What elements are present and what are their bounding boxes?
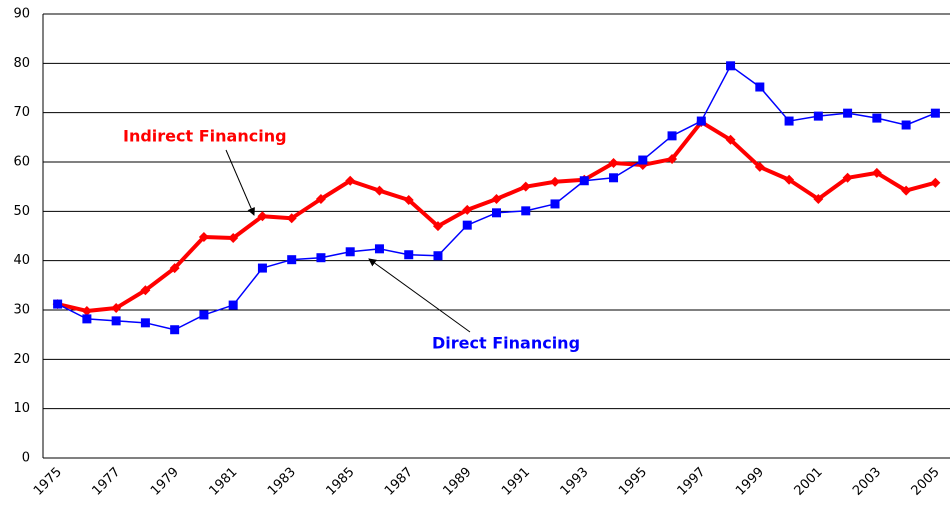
y-tick-label: 0: [22, 451, 30, 466]
y-tick-label: 70: [13, 105, 30, 120]
marker: [111, 303, 122, 314]
marker: [579, 176, 589, 186]
y-tick-label: 40: [13, 253, 30, 268]
x-tick-label: 1997: [675, 465, 709, 499]
grid: [42, 13, 950, 459]
marker: [550, 199, 560, 209]
x-tick-label: 1999: [733, 465, 767, 499]
marker: [521, 206, 531, 216]
marker: [81, 305, 92, 316]
annotation: Direct Financing: [432, 334, 580, 353]
marker: [872, 113, 882, 123]
y-tick-label: 10: [13, 401, 30, 416]
x-tick-label: 1989: [441, 465, 475, 499]
annotation-arrow: [225, 149, 255, 216]
marker: [609, 173, 619, 183]
marker: [228, 300, 238, 310]
marker: [726, 61, 736, 71]
marker: [842, 172, 853, 183]
marker: [667, 131, 677, 141]
marker: [82, 314, 92, 324]
marker: [843, 108, 853, 118]
x-tick-label: 1991: [499, 465, 533, 499]
x-tick-label: 1987: [382, 465, 416, 499]
y-tick-label: 90: [13, 7, 30, 22]
y-tick-label: 60: [13, 155, 30, 170]
marker: [696, 116, 706, 126]
x-tick-label: 1977: [89, 465, 123, 499]
marker: [345, 175, 356, 186]
marker: [901, 120, 911, 130]
x-tick-label: 2001: [792, 465, 826, 499]
x-tick-label: 1975: [31, 465, 65, 499]
marker: [257, 263, 267, 273]
marker: [520, 181, 531, 192]
marker: [404, 250, 414, 260]
marker: [784, 116, 794, 126]
marker: [462, 204, 473, 215]
marker: [638, 155, 648, 165]
marker: [813, 194, 824, 204]
marker: [608, 157, 619, 168]
marker: [199, 310, 209, 320]
marker: [813, 111, 823, 121]
marker: [315, 194, 326, 204]
marker: [286, 213, 297, 224]
marker: [198, 231, 209, 242]
marker: [169, 263, 180, 274]
marker: [755, 82, 765, 92]
marker: [287, 255, 297, 265]
y-tick-label: 30: [13, 303, 30, 318]
marker: [140, 318, 150, 328]
x-tick-label: 1993: [558, 465, 592, 499]
x-tick-label: 1981: [206, 465, 240, 499]
marker: [462, 220, 472, 230]
marker: [491, 194, 502, 204]
x-tick-label: 1983: [265, 465, 299, 499]
marker: [550, 176, 561, 187]
marker: [403, 194, 414, 205]
marker: [345, 247, 355, 257]
marker: [316, 253, 326, 263]
marker: [53, 299, 63, 309]
marker: [754, 161, 765, 172]
marker: [930, 108, 940, 118]
marker: [492, 208, 501, 218]
marker: [725, 134, 736, 145]
y-tick-label: 50: [13, 204, 30, 219]
marker: [432, 221, 443, 232]
x-tick-label: 1995: [616, 465, 650, 499]
marker: [140, 285, 151, 296]
annotation: Indirect Financing: [123, 127, 287, 146]
marker: [784, 174, 795, 185]
x-tick-label: 1979: [148, 465, 182, 499]
marker: [374, 244, 384, 254]
y-tick-label: 80: [13, 56, 30, 71]
marker: [667, 154, 678, 165]
marker: [228, 232, 239, 243]
marker: [257, 211, 268, 222]
annotation-arrow: [368, 258, 471, 333]
marker: [901, 185, 912, 196]
x-tick-label: 2005: [909, 465, 943, 499]
marker: [930, 177, 941, 188]
marker: [871, 167, 882, 178]
y-tick-label: 20: [13, 352, 30, 367]
x-tick-label: 1985: [324, 465, 358, 499]
marker: [111, 316, 121, 326]
marker: [170, 325, 180, 335]
marker: [433, 251, 443, 261]
x-tick-label: 2003: [850, 465, 884, 499]
marker: [374, 185, 385, 196]
